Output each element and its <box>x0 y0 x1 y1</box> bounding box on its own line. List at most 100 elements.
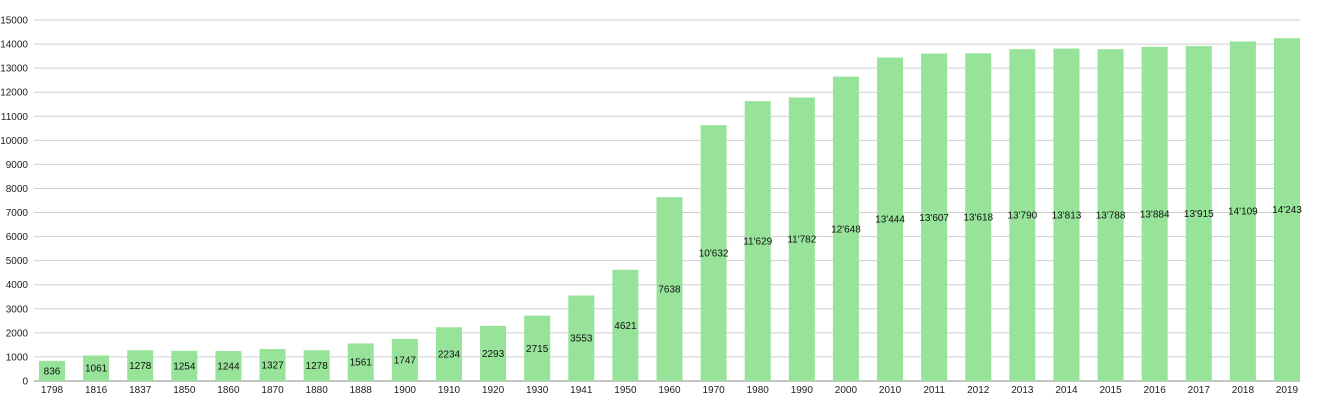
y-tick-label: 5000 <box>6 256 29 267</box>
x-tick-label: 1880 <box>306 385 329 396</box>
bar <box>1141 46 1168 381</box>
data-label: 836 <box>44 366 61 377</box>
bar <box>347 343 374 381</box>
bar <box>259 349 286 381</box>
data-label: 14'243 <box>1272 205 1302 216</box>
bar <box>965 53 992 381</box>
data-label: 7638 <box>658 285 681 296</box>
x-tick-label: 1930 <box>526 385 549 396</box>
data-label: 2234 <box>438 350 461 361</box>
bar <box>39 360 65 381</box>
data-label: 1278 <box>129 361 152 372</box>
y-tick-label: 7000 <box>6 208 29 219</box>
data-label: 4621 <box>614 321 637 332</box>
x-tick-label: 2018 <box>1232 385 1255 396</box>
y-tick-label: 4000 <box>6 280 29 291</box>
x-tick-label: 1990 <box>791 385 814 396</box>
data-label: 12'648 <box>831 224 861 235</box>
bar <box>921 53 948 381</box>
bar <box>1009 49 1036 381</box>
x-tick-label: 1970 <box>702 385 725 396</box>
x-tick-label: 2010 <box>879 385 902 396</box>
data-label: 2715 <box>526 344 549 355</box>
x-tick-label: 1900 <box>394 385 417 396</box>
y-tick-label: 11000 <box>1 112 29 123</box>
y-tick-label: 14000 <box>0 40 28 51</box>
x-tick-label: 1837 <box>129 385 152 396</box>
y-tick-label: 15000 <box>0 16 28 27</box>
x-tick-label: 2012 <box>967 385 990 396</box>
data-label: 11'782 <box>787 235 816 246</box>
x-tick-label: 1850 <box>173 385 196 396</box>
y-tick-label: 1000 <box>6 352 29 363</box>
bar <box>656 197 683 381</box>
bar <box>83 355 110 381</box>
y-tick-label: 8000 <box>6 184 29 195</box>
x-tick-label: 2019 <box>1276 385 1299 396</box>
bar <box>391 338 418 381</box>
data-label: 11'629 <box>743 237 772 248</box>
bar <box>171 350 198 381</box>
x-tick-label: 1910 <box>438 385 461 396</box>
data-label: 1561 <box>350 358 373 369</box>
data-label: 13'813 <box>1052 210 1082 221</box>
y-axis-ticks: 0 1000 2000 3000 4000 5000 6000 7000 8000 9000 100… <box>0 16 28 388</box>
x-tick-label: 2014 <box>1055 385 1078 396</box>
data-label: 1278 <box>306 361 329 372</box>
x-tick-label: 2013 <box>1011 385 1034 396</box>
x-tick-label: 2016 <box>1144 385 1167 396</box>
y-tick-label: 9000 <box>6 160 29 171</box>
x-tick-label: 1941 <box>570 385 593 396</box>
data-label: 1747 <box>394 355 417 366</box>
bar <box>1274 38 1300 381</box>
bar <box>568 295 595 381</box>
x-tick-label: 1860 <box>217 385 240 396</box>
data-label: 13'444 <box>875 215 905 226</box>
bar <box>788 97 815 381</box>
x-tick-label: 1870 <box>261 385 284 396</box>
x-tick-label: 1920 <box>482 385 505 396</box>
bar <box>832 76 859 381</box>
y-tick-label: 6000 <box>6 232 29 243</box>
bar <box>303 350 330 381</box>
bar <box>480 325 507 381</box>
x-tick-label: 1960 <box>658 385 681 396</box>
data-label: 10'632 <box>699 249 729 260</box>
x-tick-label: 1798 <box>41 385 64 396</box>
bar <box>700 125 727 381</box>
x-tick-label: 2017 <box>1188 385 1211 396</box>
bar <box>877 57 904 382</box>
x-tick-label: 1888 <box>350 385 373 396</box>
bar <box>1229 41 1256 382</box>
data-label: 13'790 <box>1007 211 1037 222</box>
bar <box>1185 46 1212 381</box>
x-tick-label: 2011 <box>923 385 945 396</box>
data-label: 1327 <box>261 361 284 372</box>
bar <box>524 315 551 381</box>
data-labels: 836 1061 1278 1254 1244 1327 1278 1561 1747 2234 2… <box>44 205 1303 377</box>
y-tick-label: 3000 <box>6 304 29 315</box>
data-label: 14'109 <box>1228 207 1258 218</box>
bar <box>127 350 154 381</box>
x-tick-label: 1950 <box>614 385 637 396</box>
x-tick-label: 1816 <box>85 385 108 396</box>
data-label: 13'788 <box>1096 211 1126 222</box>
data-label: 3553 <box>570 334 593 345</box>
data-label: 2293 <box>482 349 505 360</box>
data-label: 13'607 <box>919 213 949 224</box>
y-tick-label: 13000 <box>0 64 28 75</box>
data-label: 1061 <box>85 364 108 375</box>
bar <box>1097 49 1124 382</box>
bar <box>215 351 242 381</box>
bar <box>744 101 771 382</box>
data-label: 13'618 <box>963 213 993 224</box>
y-tick-label: 12000 <box>0 88 28 99</box>
bar <box>1053 48 1080 381</box>
x-tick-label: 2015 <box>1099 385 1122 396</box>
x-tick-label: 1980 <box>747 385 770 396</box>
y-tick-label: 10000 <box>0 136 28 147</box>
data-label: 1254 <box>173 361 196 372</box>
bar <box>435 327 462 381</box>
data-label: 13'915 <box>1184 209 1214 220</box>
